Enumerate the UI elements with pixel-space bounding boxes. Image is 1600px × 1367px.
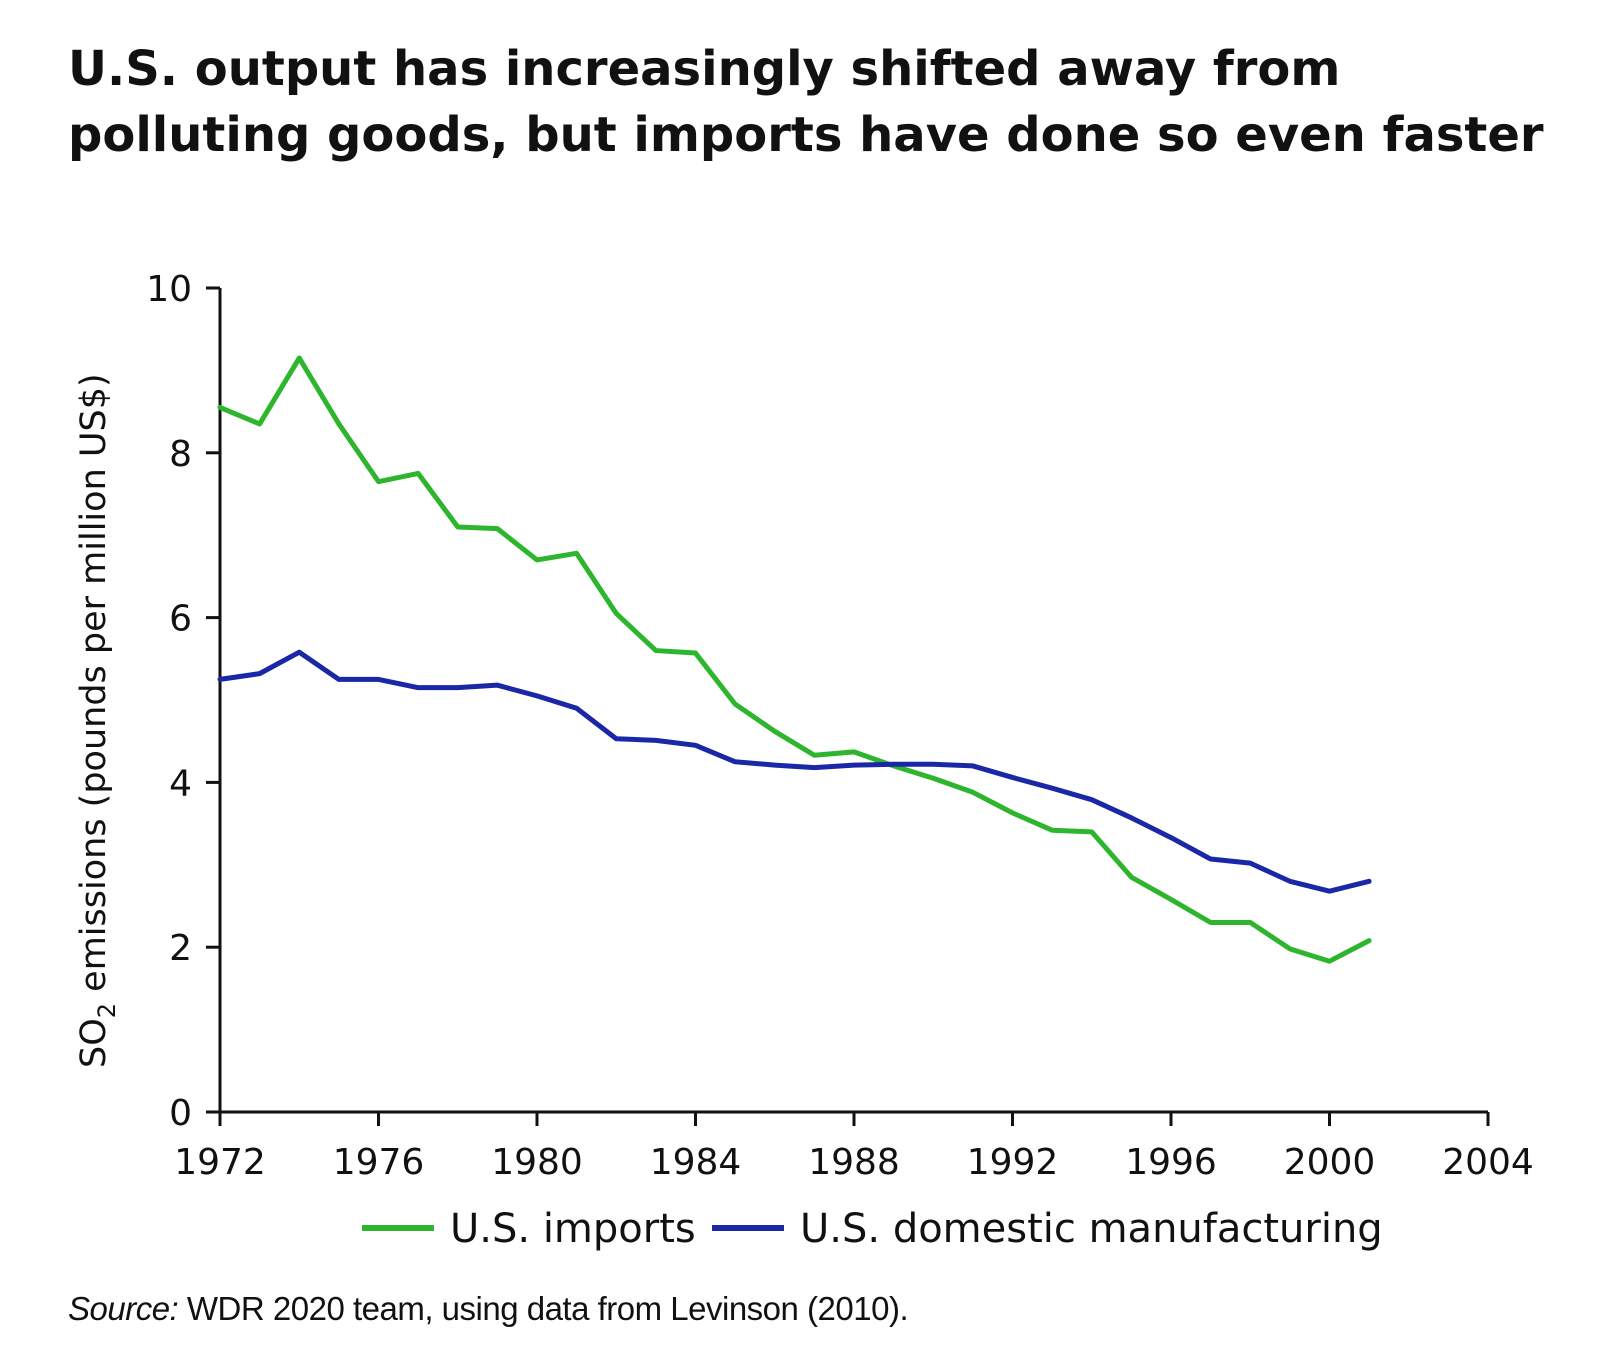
line-chart: 0 2 4 6 8 10 1972 1976 1980 1984 1988 1992 1996 2000 2… — [74, 269, 1534, 1252]
x-tick-label: 2000 — [1284, 1142, 1376, 1183]
legend-label-1: U.S. domestic manufacturing — [800, 1206, 1383, 1252]
y-tick-label: 2 — [169, 928, 192, 969]
source-text: WDR 2020 team, using data from Levinson … — [178, 1290, 909, 1327]
x-tick-label: 2004 — [1442, 1142, 1534, 1183]
x-tick-label: 1992 — [967, 1142, 1059, 1183]
y-tick-label: 0 — [169, 1093, 192, 1134]
y-tick-label: 6 — [169, 599, 192, 640]
series-line-1 — [217, 649, 1372, 894]
source-label: Source: — [68, 1290, 179, 1327]
x-tick-label: 1988 — [808, 1142, 900, 1183]
legend-label-0: U.S. imports — [450, 1206, 696, 1252]
x-tick-label: 1980 — [491, 1142, 583, 1183]
y-axis-label-subscript: 2 — [93, 1003, 121, 1018]
y-tick-label: 4 — [169, 763, 192, 804]
series-layer — [217, 355, 1372, 964]
y-axis-label-main: SO — [74, 1018, 114, 1068]
axes: 0 2 4 6 8 10 1972 1976 1980 1984 1988 1992 1996 2000 2… — [146, 269, 1534, 1183]
x-tick-label: 1984 — [650, 1142, 742, 1183]
y-tick-label: 8 — [169, 434, 192, 475]
chart-title: U.S. output has increasingly shifted awa… — [68, 41, 1544, 163]
series-line-0 — [217, 355, 1372, 964]
y-tick-label: 10 — [146, 269, 192, 310]
x-tick-label: 1976 — [333, 1142, 425, 1183]
x-tick-label: 1996 — [1125, 1142, 1217, 1183]
y-axis-label-rest: emissions (pounds per million US$) — [74, 373, 114, 1003]
source-note: Source: WDR 2020 team, using data from L… — [68, 1290, 909, 1328]
x-tick-label: 1972 — [174, 1142, 266, 1183]
legend: U.S. imports U.S. domestic manufacturing — [362, 1206, 1383, 1252]
y-axis-label: SO2 emissions (pounds per million US$) — [74, 373, 121, 1068]
